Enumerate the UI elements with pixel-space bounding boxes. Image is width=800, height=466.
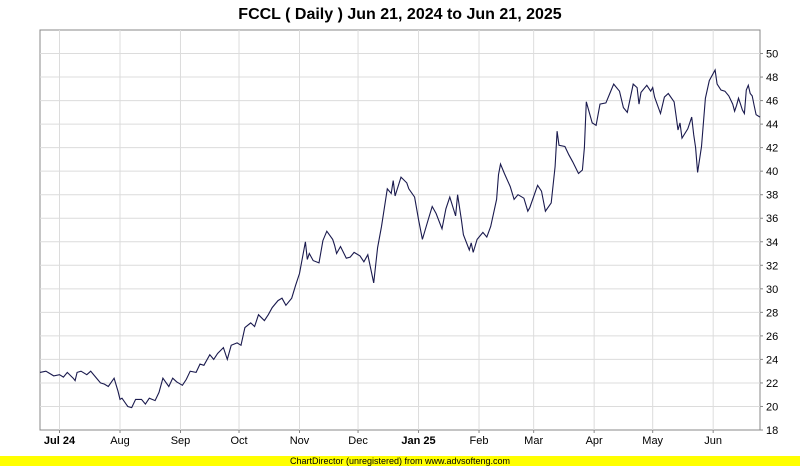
y-tick-label: 32	[766, 260, 778, 272]
x-tick-label: Nov	[290, 435, 310, 447]
x-tick-label: Mar	[524, 435, 543, 447]
y-tick-label: 24	[766, 354, 778, 366]
y-tick-label: 46	[766, 96, 778, 108]
plot-area	[39, 29, 761, 431]
y-tick-label: 28	[766, 307, 778, 319]
x-tick-label: Sep	[171, 435, 191, 447]
x-tick-label: Jun	[704, 435, 722, 447]
x-tick-label: Feb	[470, 435, 489, 447]
chart-title: FCCL ( Daily ) Jun 21, 2024 to Jun 21, 2…	[238, 6, 561, 23]
y-tick-label: 20	[766, 401, 778, 413]
y-axis: 18 20 22 24 26 28 30 32 34 36 38 40 42 44 46 48 50	[760, 49, 778, 437]
y-tick-label: 48	[766, 72, 778, 84]
y-tick-label: 50	[766, 49, 778, 61]
y-tick-label: 36	[766, 213, 778, 225]
x-tick-label: Dec	[348, 435, 368, 447]
footer-bar	[0, 456, 800, 466]
x-tick-label: Aug	[110, 435, 130, 447]
y-tick-label: 42	[766, 143, 778, 155]
y-tick-label: 34	[766, 237, 778, 249]
x-tick-label: May	[642, 435, 663, 447]
x-tick-label: Oct	[230, 435, 247, 447]
y-tick-label: 22	[766, 378, 778, 390]
x-axis: Jul 24 Aug Sep Oct Nov Dec Jan 25 Feb Mar Apr May J…	[44, 430, 722, 447]
y-tick-label: 40	[766, 166, 778, 178]
y-tick-label: 44	[766, 119, 778, 131]
y-tick-label: 26	[766, 331, 778, 343]
y-tick-label: 18	[766, 425, 778, 437]
price-series-line	[39, 68, 761, 409]
x-tick-label: Jan 25	[401, 435, 435, 447]
y-tick-label: 30	[766, 284, 778, 296]
x-tick-label: Apr	[586, 435, 603, 447]
footer-credit: ChartDirector (unregistered) from www.ad…	[290, 456, 510, 466]
x-tick-label: Jul 24	[44, 435, 76, 447]
y-tick-label: 38	[766, 190, 778, 202]
